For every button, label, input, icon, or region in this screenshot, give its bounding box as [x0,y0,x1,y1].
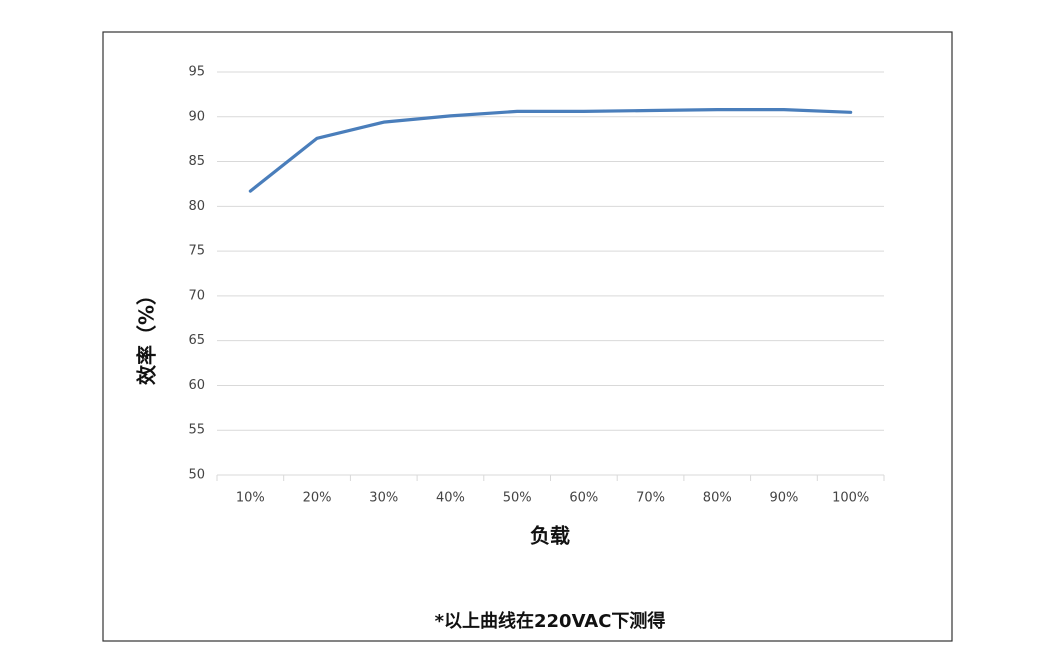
x-tick-label: 10% [236,491,265,506]
data-line [248,108,853,193]
x-tick-label: 60% [569,491,598,506]
x-tick-label: 20% [303,491,332,506]
y-tick-label: 95 [188,65,205,80]
y-tick-label: 85 [188,154,205,169]
x-tick-label: 90% [769,491,798,506]
y-tick-label: 50 [188,468,205,483]
y-tick-label: 75 [188,244,205,259]
y-tick-label: 55 [188,423,205,438]
footnote: *以上曲线在220VAC下测得 [435,610,666,632]
x-tick-label: 100% [832,491,869,506]
x-tick-label: 40% [436,491,465,506]
x-tick-label: 30% [369,491,398,506]
y-axis-label: 效率（%） [135,285,159,385]
y-tick-label: 70 [188,288,205,303]
y-tick-label: 65 [188,333,205,348]
y-tick-label: 60 [188,378,205,393]
y-tick-label: 90 [188,109,205,124]
y-tick-label: 80 [188,199,205,214]
x-tick-label: 50% [503,491,532,506]
x-tick-label: 70% [636,491,665,506]
chart-frame [102,31,953,642]
x-tick-label: 80% [703,491,732,506]
x-axis-label: 负载 [530,524,570,548]
